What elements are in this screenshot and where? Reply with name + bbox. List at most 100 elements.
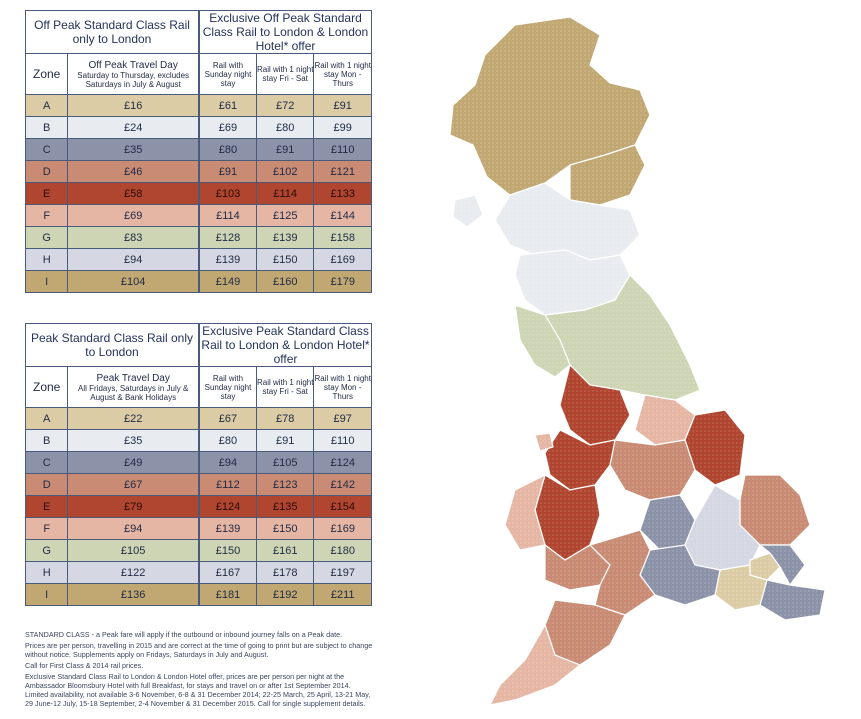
sunday-stay-price: £67 (197, 407, 257, 430)
rail-only-price: £79 (67, 495, 200, 518)
zone-cell: G (24, 539, 69, 562)
offpeak-travel-day-header: Off Peak Travel Day Saturday to Thursday… (67, 53, 200, 95)
fri-sat-stay-price: £150 (255, 517, 315, 540)
offpeak-rail-only-title: Off Peak Standard Class Rail only to Lon… (24, 10, 200, 54)
fri-sat-stay-price: £91 (255, 429, 315, 452)
fare-row-zone-c: C £35 £80 £91 £110 (24, 138, 372, 161)
fare-row-zone-f: F £94 £139 £150 £169 (24, 517, 372, 540)
rail-only-price: £69 (67, 204, 200, 227)
fare-row-zone-g: G £83 £128 £139 £158 (24, 226, 372, 249)
mon-thu-stay-price: £110 (313, 429, 372, 452)
sunday-stay-price: £94 (197, 451, 257, 474)
rail-only-price: £122 (67, 561, 200, 584)
region-zone-d-east-anglia (739, 474, 811, 546)
zone-header: Zone (24, 366, 69, 408)
footnotes: STANDARD CLASS - a Peak fare will apply … (25, 630, 375, 710)
sunday-stay-price: £139 (197, 248, 257, 271)
fare-row-zone-g: G £105 £150 £161 £180 (24, 539, 372, 562)
zone-cell: H (24, 561, 69, 584)
fri-sat-stay-price: £102 (255, 160, 315, 183)
fri-sat-stay-price: £135 (255, 495, 315, 518)
fare-row-zone-d: D £46 £91 £102 £121 (24, 160, 372, 183)
fri-sat-stay-price: £178 (255, 561, 315, 584)
zone-cell: A (24, 94, 69, 117)
mon-thu-stay-price: £211 (313, 583, 372, 606)
fri-sat-stay-header: Rail with 1 night stay Fri - Sat (255, 53, 315, 95)
zone-cell: D (24, 160, 69, 183)
mon-thu-stay-price: £142 (313, 473, 372, 496)
fri-sat-stay-price: £78 (255, 407, 315, 430)
rail-only-price: £58 (67, 182, 200, 205)
mon-thu-stay-price: £179 (313, 270, 372, 293)
offpeak-fare-table: Off Peak Standard Class Rail only to Lon… (24, 10, 372, 293)
rail-only-price: £46 (67, 160, 200, 183)
travel-day-title: Peak Travel Day (96, 372, 170, 384)
mon-thu-stay-price: £121 (313, 160, 372, 183)
fare-row-zone-a: A £16 £61 £72 £91 (24, 94, 372, 117)
fare-row-zone-c: C £49 £94 £105 £124 (24, 451, 372, 474)
fri-sat-stay-price: £139 (255, 226, 315, 249)
fri-sat-stay-price: £192 (255, 583, 315, 606)
rail-only-price: £94 (67, 517, 200, 540)
mon-thu-stay-price: £97 (313, 407, 372, 430)
peak-fare-table: Peak Standard Class Rail only to London … (24, 323, 372, 606)
peak-rail-only-title: Peak Standard Class Rail only to London (24, 323, 200, 367)
zone-cell: F (24, 204, 69, 227)
zone-cell: A (24, 407, 69, 430)
rail-only-price: £83 (67, 226, 200, 249)
zone-cell: G (24, 226, 69, 249)
fare-row-zone-h: H £94 £139 £150 £169 (24, 248, 372, 271)
zone-cell: C (24, 138, 69, 161)
sunday-stay-price: £91 (197, 160, 257, 183)
sunday-stay-price: £114 (197, 204, 257, 227)
sunday-stay-price: £80 (197, 429, 257, 452)
fri-sat-stay-price: £150 (255, 248, 315, 271)
sunday-stay-price: £139 (197, 517, 257, 540)
region-zone-d-midlands (609, 439, 696, 501)
zone-cell: B (24, 116, 69, 139)
rail-only-price: £94 (67, 248, 200, 271)
fri-sat-stay-price: £123 (255, 473, 315, 496)
fri-sat-stay-price: £105 (255, 451, 315, 474)
sunday-stay-price: £150 (197, 539, 257, 562)
fri-sat-stay-price: £160 (255, 270, 315, 293)
fare-row-zone-b: B £35 £80 £91 £110 (24, 429, 372, 452)
travel-day-title: Off Peak Travel Day (88, 59, 178, 71)
rail-only-price: £105 (67, 539, 200, 562)
mon-thu-stay-header: Rail with 1 night stay Mon - Thurs (313, 366, 372, 408)
sunday-stay-price: £149 (197, 270, 257, 293)
peak-travel-day-header: Peak Travel Day All Fridays, Saturdays i… (67, 366, 200, 408)
sunday-stay-price: £69 (197, 116, 257, 139)
fri-sat-stay-header: Rail with 1 night stay Fri - Sat (255, 366, 315, 408)
fri-sat-stay-price: £91 (255, 138, 315, 161)
fri-sat-stay-price: £114 (255, 182, 315, 205)
fare-row-zone-a: A £22 £67 £78 £97 (24, 407, 372, 430)
rail-only-price: £49 (67, 451, 200, 474)
zone-cell: B (24, 429, 69, 452)
region-zone-f-anglesey (534, 432, 554, 452)
sunday-stay-price: £61 (197, 94, 257, 117)
zone-cell: I (24, 583, 69, 606)
sunday-stay-price: £103 (197, 182, 257, 205)
zone-header: Zone (24, 53, 69, 95)
footnote-prices: Prices are per person, travelling in 201… (25, 641, 373, 659)
zone-cell: H (24, 248, 69, 271)
fare-row-zone-i: I £136 £181 £192 £211 (24, 583, 372, 606)
uk-zone-map (395, 5, 855, 715)
mon-thu-stay-price: £133 (313, 182, 372, 205)
zone-cell: F (24, 517, 69, 540)
sunday-stay-price: £128 (197, 226, 257, 249)
peak-hotel-offer-title: Exclusive Peak Standard Class Rail to Lo… (197, 323, 372, 367)
mon-thu-stay-header: Rail with 1 night stay Mon - Thurs (313, 53, 372, 95)
mon-thu-stay-price: £110 (313, 138, 372, 161)
rail-only-price: £104 (67, 270, 200, 293)
mon-thu-stay-price: £124 (313, 451, 372, 474)
footnote-hotel-offer: Exclusive Standard Class Rail to London … (25, 672, 371, 708)
rail-only-price: £22 (67, 407, 200, 430)
travel-day-subtitle: All Fridays, Saturdays in July & August … (78, 383, 189, 402)
region-zone-c-kent (759, 579, 826, 621)
rail-only-price: £67 (67, 473, 200, 496)
fare-row-zone-e: E £58 £103 £114 £133 (24, 182, 372, 205)
mon-thu-stay-price: £169 (313, 248, 372, 271)
region-zone-e-lincolnshire (684, 409, 746, 486)
